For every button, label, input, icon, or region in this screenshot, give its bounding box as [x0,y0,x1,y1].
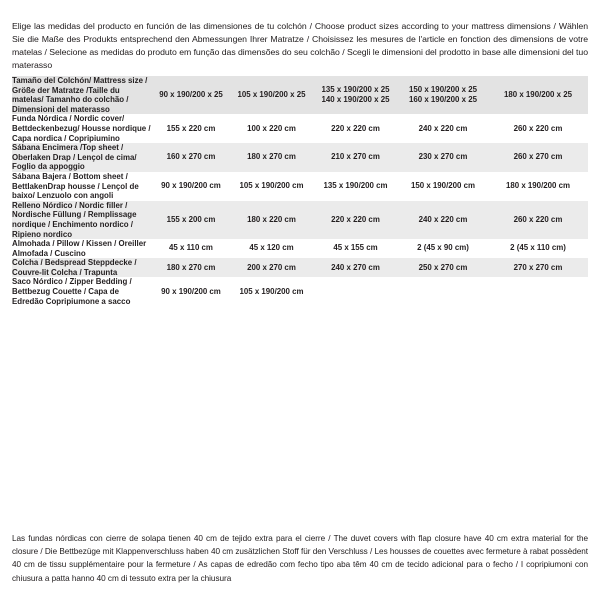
row-label: Colcha / Bedspread Steppdecke / Couvre-l… [12,258,137,277]
header-size-col-3-line1: 135 x 190/200 x 25 [321,84,390,94]
row-value-1: 90 x 190/200 cm [161,286,221,296]
table-row: Funda Nórdica / Nordic cover/ Bettdecken… [12,114,588,144]
header-size-col-5: 180 x 190/200 x 25 [488,76,588,114]
row-value-2: 180 x 220 cm [247,214,296,224]
header-size-col-2: 105 x 190/200 x 25 [230,76,313,114]
row-value-1: 155 x 220 cm [166,123,216,133]
row-value-2: 45 x 120 cm [249,243,294,253]
row-value-3: 135 x 190/200 cm [323,181,388,191]
header-size-col-5-line1: 180 x 190/200 x 25 [503,89,572,99]
table-header-row: Tamaño del Colchón/ Mattress size / Größ… [12,76,588,115]
row-value-2: 200 x 270 cm [247,262,296,272]
row-value-5: 260 x 270 cm [513,152,563,162]
row-value-4 [398,277,488,306]
header-size-col-3-line2: 140 x 190/200 x 25 [321,95,390,105]
row-value-5: 2 (45 x 110 cm) [510,243,566,253]
row-value-1: 90 x 190/200 cm [161,181,221,191]
row-value-3: 210 x 270 cm [331,152,380,162]
row-label: Funda Nórdica / Nordic cover/ Bettdecken… [12,114,151,143]
row-value-1: 180 x 270 cm [166,262,216,272]
product-size-table: Tamaño del Colchón/ Mattress size / Größ… [12,76,588,307]
row-label: Saco Nórdico / Zipper Bedding / Bettbezu… [12,277,132,306]
header-size-col-3: 135 x 190/200 x 25 140 x 190/200 x 25 [313,76,398,114]
row-value-4: 2 (45 x 90 cm) [417,243,469,253]
header-size-col-1-line1: 90 x 190/200 x 25 [159,89,223,99]
row-value-5: 260 x 220 cm [513,214,563,224]
header-size-col-4-line2: 160 x 190/200 x 25 [408,95,477,105]
row-value-3: 240 x 270 cm [331,262,380,272]
header-size-col-1: 90 x 190/200 x 25 [152,76,230,114]
row-value-4: 230 x 270 cm [418,152,468,162]
row-value-3: 220 x 220 cm [331,123,380,133]
intro-paragraph: Elige las medidas del producto en funció… [12,21,588,71]
table-body: Tamaño del Colchón/ Mattress size / Größ… [12,76,588,307]
table-row: Relleno Nórdico / Nordic filler / Nordis… [12,200,588,240]
table-row: Sábana Encimera /Top sheet / Oberlaken D… [12,143,588,172]
header-size-col-4-line1: 150 x 190/200 x 25 [408,84,477,94]
row-label: Sábana Encimera /Top sheet / Oberlaken D… [12,143,137,172]
table-row: Sábana Bajera / Bottom sheet / Bettlaken… [12,171,588,201]
row-value-2: 105 x 190/200 cm [239,286,304,296]
row-value-5: 260 x 220 cm [513,123,563,133]
row-value-4: 240 x 220 cm [418,123,468,133]
header-label-cell: Tamaño del Colchón/ Mattress size / Größ… [12,76,148,114]
table-row: Almohada / Pillow / Kissen / Oreiller Al… [12,239,588,259]
row-label: Relleno Nórdico / Nordic filler / Nordis… [12,200,137,239]
row-value-2: 100 x 220 cm [247,123,296,133]
table-row: Colcha / Bedspread Steppdecke / Couvre-l… [12,258,588,278]
row-value-1: 155 x 200 cm [166,214,216,224]
row-value-4: 150 x 190/200 cm [410,181,476,191]
row-value-3: 45 x 155 cm [333,243,378,253]
row-value-1: 45 x 110 cm [169,243,213,253]
header-size-col-2-line1: 105 x 190/200 x 25 [237,89,306,99]
row-value-1: 160 x 270 cm [166,152,216,162]
row-label: Almohada / Pillow / Kissen / Oreiller Al… [12,239,147,258]
row-value-4: 240 x 220 cm [418,214,468,224]
row-value-2: 180 x 270 cm [247,152,296,162]
table-row: Saco Nórdico / Zipper Bedding / Bettbezu… [12,277,588,307]
row-value-4: 250 x 270 cm [418,262,468,272]
row-value-3: 220 x 220 cm [331,214,380,224]
row-value-3 [313,277,398,306]
header-size-col-4: 150 x 190/200 x 25 160 x 190/200 x 25 [398,76,488,114]
row-value-5: 270 x 270 cm [513,262,563,272]
row-value-2: 105 x 190/200 cm [239,181,304,191]
row-value-5: 180 x 190/200 cm [505,181,571,191]
row-value-5 [488,277,588,306]
footnote-text: Las fundas nórdicas con cierre de solapa… [12,534,588,583]
row-label: Sábana Bajera / Bottom sheet / Bettlaken… [12,171,139,201]
